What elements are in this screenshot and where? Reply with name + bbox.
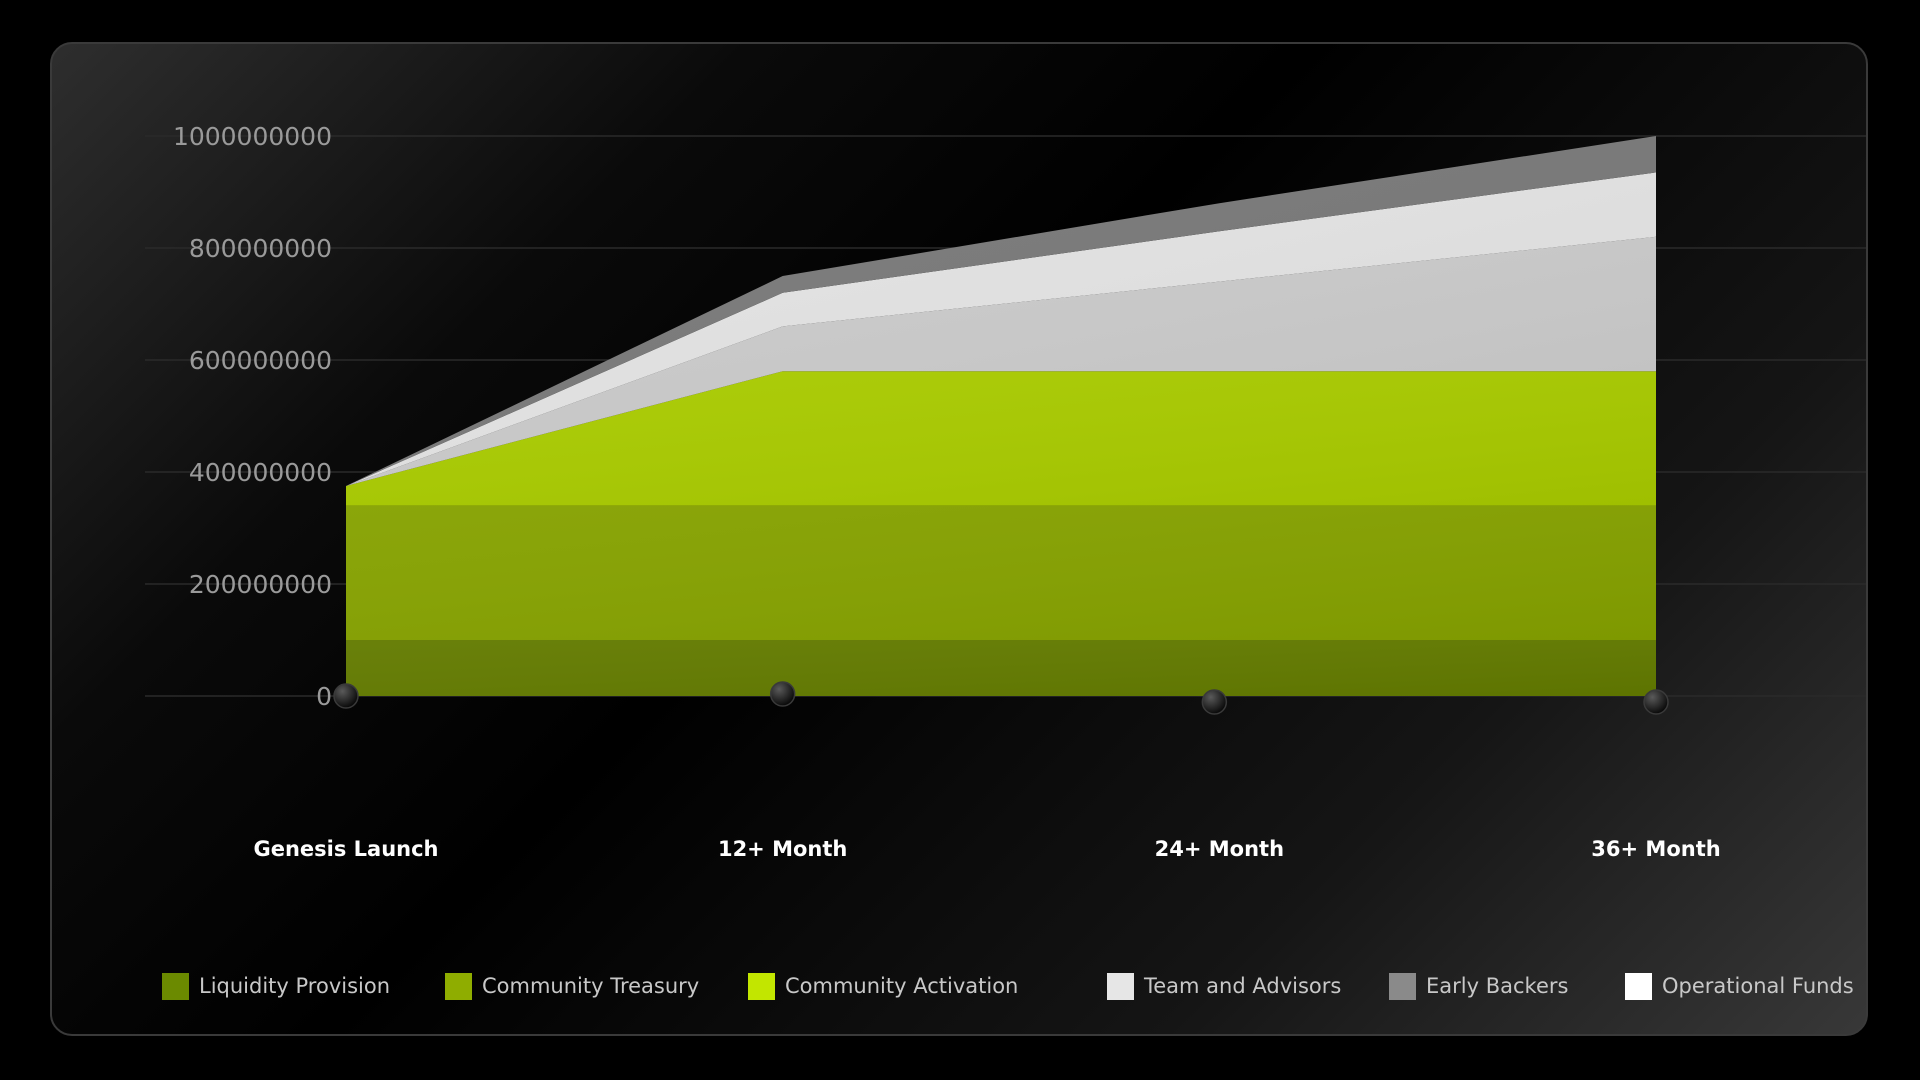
y-tick-label: 800000000 [189, 234, 332, 263]
area-series [346, 136, 1656, 696]
legend-swatch [1389, 972, 1416, 1000]
legend-swatch [1107, 972, 1134, 1000]
area-community-treasury-shade [346, 505, 1656, 640]
legend-item-liquidity-provision[interactable]: Liquidity Provision [162, 971, 390, 1001]
y-tick-label: 200000000 [189, 570, 332, 599]
y-tick-label: 1000000000 [173, 122, 332, 151]
y-axis: 0 200000000 400000000 600000000 800000000 100… [173, 122, 332, 711]
legend-label: Community Treasury [482, 974, 700, 998]
legend-swatch [1625, 972, 1652, 1000]
area-community-activation-shade [346, 371, 1656, 506]
legend-item-early-backers[interactable]: Early Backers [1389, 971, 1568, 1001]
legend-item-team-and-advisors[interactable]: Team and Advisors [1107, 971, 1341, 1001]
legend-label: Operational Funds [1662, 974, 1854, 998]
area-liquidity-provision-shade [346, 640, 1656, 696]
x-axis-marker [769, 681, 796, 707]
legend-label: Community Activation [785, 974, 1019, 998]
stacked-area-chart: 0 200000000 400000000 600000000 800000000 100… [145, 122, 1866, 861]
x-tick-label: 36+ Month [1591, 837, 1720, 861]
y-tick-label: 0 [316, 682, 332, 711]
x-axis: Genesis Launch 12+ Month 24+ Month 36+ Mont… [253, 837, 1720, 861]
legend-swatch [445, 972, 472, 1000]
legend-label: Team and Advisors [1144, 974, 1342, 998]
area-operational-funds-shade [346, 136, 1656, 486]
x-tick-label: Genesis Launch [253, 837, 438, 861]
x-tick-label: 12+ Month [718, 837, 847, 861]
chart-card: 0 200000000 400000000 600000000 800000000 100… [50, 42, 1868, 1036]
legend-swatch [162, 972, 189, 1000]
legend-item-community-activation[interactable]: Community Activation [748, 971, 1018, 1001]
y-tick-label: 600000000 [189, 346, 332, 375]
legend-item-operational-funds[interactable]: Operational Funds [1625, 971, 1854, 1001]
x-tick-label: 24+ Month [1155, 837, 1284, 861]
x-axis-marker [333, 683, 359, 709]
legend-label: Liquidity Provision [199, 974, 391, 998]
legend: Liquidity Provision Community Treasury C… [112, 971, 1866, 1011]
legend-item-community-treasury[interactable]: Community Treasury [445, 971, 699, 1001]
y-tick-label: 400000000 [189, 458, 332, 487]
x-axis-marker [1201, 689, 1228, 715]
area-team-and-advisors-shade [346, 236, 1656, 486]
legend-label: Early Backers [1426, 974, 1569, 998]
x-axis-markers [333, 681, 1669, 715]
legend-swatch [748, 972, 775, 1000]
area-early-backers-shade [346, 172, 1656, 486]
x-axis-marker [1643, 689, 1669, 715]
